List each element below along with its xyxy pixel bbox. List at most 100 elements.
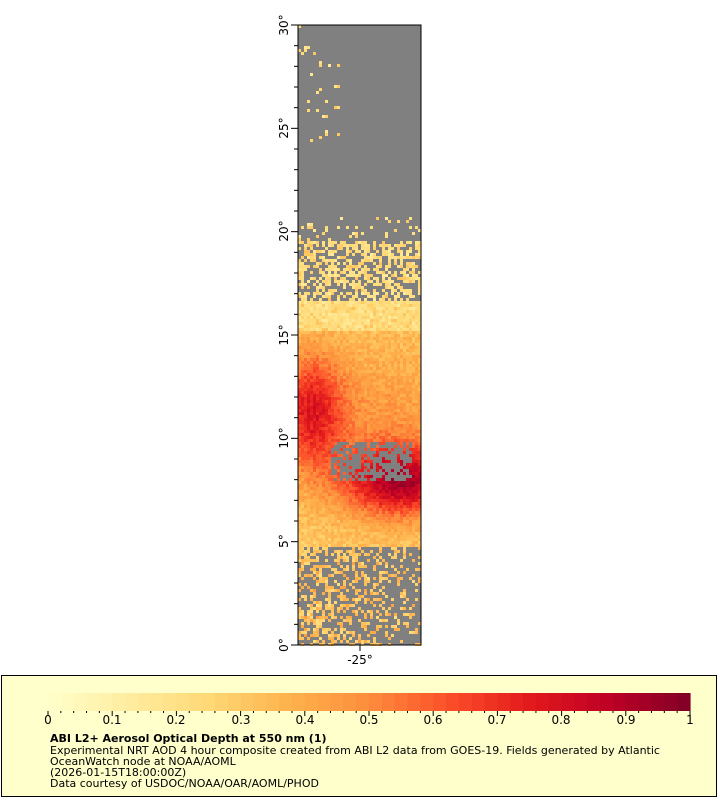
- aod-pixel: [307, 475, 310, 478]
- aod-pixel: [352, 532, 355, 535]
- aod-pixel: [343, 541, 346, 544]
- aod-pixel: [301, 346, 304, 349]
- aod-pixel: [334, 568, 337, 571]
- aod-pixel: [379, 301, 382, 304]
- aod-pixel: [337, 535, 340, 538]
- aod-pixel: [307, 604, 310, 607]
- aod-pixel: [406, 316, 409, 319]
- aod-pixel: [316, 520, 319, 523]
- aod-pixel: [340, 376, 343, 379]
- aod-pixel: [382, 313, 385, 316]
- aod-pixel: [397, 496, 400, 499]
- aod-pixel: [316, 235, 319, 238]
- aod-pixel: [397, 307, 400, 310]
- aod-pixel: [343, 544, 346, 547]
- aod-pixel: [373, 577, 376, 580]
- aod-pixel: [355, 352, 358, 355]
- aod-pixel: [382, 343, 385, 346]
- aod-pixel: [307, 337, 310, 340]
- aod-pixel: [382, 316, 385, 319]
- aod-pixel: [319, 523, 322, 526]
- aod-pixel: [406, 625, 409, 628]
- aod-pixel: [352, 319, 355, 322]
- aod-pixel: [412, 340, 415, 343]
- aod-pixel: [331, 397, 334, 400]
- aod-pixel: [379, 496, 382, 499]
- aod-pixel: [364, 334, 367, 337]
- aod-pixel: [400, 421, 403, 424]
- aod-pixel: [415, 418, 418, 421]
- aod-pixel: [316, 634, 319, 637]
- aod-pixel: [364, 583, 367, 586]
- aod-pixel: [313, 436, 316, 439]
- aod-pixel: [298, 388, 301, 391]
- aod-pixel: [364, 436, 367, 439]
- aod-pixel: [331, 394, 334, 397]
- aod-pixel: [376, 433, 379, 436]
- aod-pixel: [361, 343, 364, 346]
- aod-pixel: [406, 442, 409, 445]
- aod-pixel: [334, 634, 337, 637]
- aod-pixel: [334, 265, 337, 268]
- aod-pixel: [400, 484, 403, 487]
- aod-pixel: [346, 514, 349, 517]
- aod-pixel: [322, 526, 325, 529]
- aod-pixel: [412, 421, 415, 424]
- aod-pixel: [307, 109, 310, 112]
- aod-pixel: [406, 340, 409, 343]
- aod-pixel: [361, 394, 364, 397]
- colorbar-cell: [227, 693, 242, 711]
- aod-pixel: [418, 463, 421, 466]
- aod-pixel: [406, 328, 409, 331]
- aod-pixel: [322, 640, 325, 643]
- aod-pixel: [403, 403, 406, 406]
- aod-pixel: [304, 409, 307, 412]
- aod-pixel: [376, 583, 379, 586]
- aod-pixel: [385, 535, 388, 538]
- aod-pixel: [388, 526, 391, 529]
- aod-pixel: [310, 352, 313, 355]
- aod-pixel: [325, 466, 328, 469]
- aod-pixel: [370, 253, 373, 256]
- aod-pixel: [313, 304, 316, 307]
- legend-panel: 0 0.1 0.2 0.3 0.4 0.5 0.6 0.7 0.8 0.9 1 …: [1, 675, 717, 797]
- aod-pixel: [334, 463, 337, 466]
- aod-pixel: [301, 544, 304, 547]
- aod-pixel: [406, 430, 409, 433]
- aod-pixel: [379, 511, 382, 514]
- aod-pixel: [307, 559, 310, 562]
- aod-pixel: [346, 253, 349, 256]
- aod-pixel: [364, 523, 367, 526]
- aod-pixel: [325, 328, 328, 331]
- aod-pixel: [361, 391, 364, 394]
- aod-pixel: [412, 358, 415, 361]
- aod-pixel: [388, 325, 391, 328]
- aod-pixel: [364, 292, 367, 295]
- aod-pixel: [349, 622, 352, 625]
- aod-pixel: [349, 412, 352, 415]
- aod-pixel: [418, 505, 421, 508]
- aod-pixel: [394, 511, 397, 514]
- aod-pixel: [394, 508, 397, 511]
- aod-pixel: [331, 370, 334, 373]
- aod-pixel: [346, 490, 349, 493]
- aod-pixel: [298, 319, 301, 322]
- aod-pixel: [379, 388, 382, 391]
- aod-pixel: [310, 487, 313, 490]
- aod-pixel: [301, 535, 304, 538]
- aod-pixel: [307, 637, 310, 640]
- aod-pixel: [334, 355, 337, 358]
- aod-pixel: [316, 412, 319, 415]
- aod-pixel: [313, 559, 316, 562]
- legend-credit: Data courtesy of USDOC/NOAA/OAR/AOML/PHO…: [50, 777, 319, 790]
- aod-pixel: [382, 433, 385, 436]
- aod-pixel: [379, 526, 382, 529]
- aod-pixel: [310, 244, 313, 247]
- aod-pixel: [325, 463, 328, 466]
- aod-pixel: [388, 283, 391, 286]
- aod-pixel: [343, 418, 346, 421]
- lat-label-15: 15°: [277, 324, 291, 345]
- aod-pixel: [355, 376, 358, 379]
- aod-pixel: [406, 568, 409, 571]
- aod-pixel: [310, 409, 313, 412]
